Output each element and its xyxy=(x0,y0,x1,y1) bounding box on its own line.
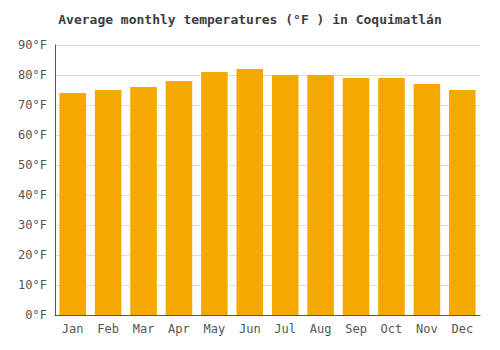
svg-text:40°F: 40°F xyxy=(18,188,47,202)
svg-text:80°F: 80°F xyxy=(18,68,47,82)
svg-text:Oct: Oct xyxy=(381,322,403,336)
svg-text:50°F: 50°F xyxy=(18,158,47,172)
svg-text:Sep: Sep xyxy=(345,322,367,336)
svg-text:Mar: Mar xyxy=(133,322,155,336)
svg-text:0°F: 0°F xyxy=(25,308,47,322)
svg-text:90°F: 90°F xyxy=(18,38,47,52)
svg-text:70°F: 70°F xyxy=(18,98,47,112)
svg-text:60°F: 60°F xyxy=(18,128,47,142)
svg-text:Apr: Apr xyxy=(168,322,190,336)
svg-text:Feb: Feb xyxy=(97,322,119,336)
svg-text:Nov: Nov xyxy=(416,322,438,336)
svg-text:Jun: Jun xyxy=(239,322,261,336)
svg-text:20°F: 20°F xyxy=(18,248,47,262)
svg-text:Average monthly temperatures (: Average monthly temperatures (°F ) in Co… xyxy=(58,12,442,27)
svg-text:Jan: Jan xyxy=(62,322,84,336)
svg-text:Jul: Jul xyxy=(274,322,296,336)
svg-text:May: May xyxy=(204,322,226,336)
svg-text:10°F: 10°F xyxy=(18,278,47,292)
svg-text:Aug: Aug xyxy=(310,322,332,336)
svg-text:Dec: Dec xyxy=(451,322,473,336)
svg-text:30°F: 30°F xyxy=(18,218,47,232)
